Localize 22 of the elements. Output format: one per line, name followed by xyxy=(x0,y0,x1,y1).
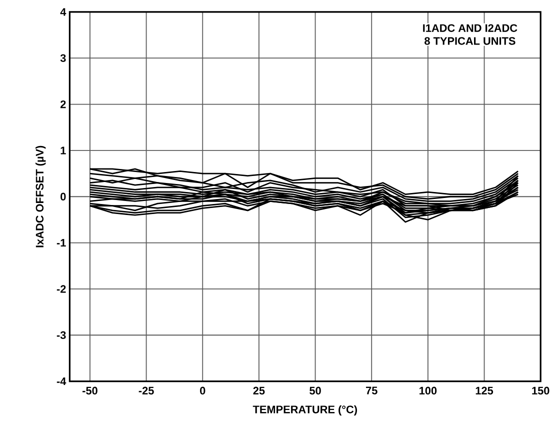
x-tick-label: 125 xyxy=(476,386,494,394)
y-tick-label: 3 xyxy=(60,54,66,62)
y-tick-label: 4 xyxy=(60,8,66,16)
x-tick-label: 50 xyxy=(310,386,321,394)
y-tick-label: -2 xyxy=(56,285,66,293)
y-tick-label: -3 xyxy=(56,331,66,339)
x-tick-label: 150 xyxy=(532,386,550,394)
y-tick-label: -1 xyxy=(56,239,66,247)
x-tick-label: -50 xyxy=(82,386,98,394)
y-tick-label: 0 xyxy=(60,192,66,200)
y-tick-label: 1 xyxy=(60,146,66,154)
x-tick-label: 0 xyxy=(200,386,206,394)
x-tick-label: 75 xyxy=(366,386,378,394)
annotation: I1ADC AND I2ADC xyxy=(423,24,518,32)
x-tick-label: 100 xyxy=(420,386,437,394)
x-axis-title: TEMPERATURE (°C) xyxy=(252,405,357,416)
x-tick-label: -25 xyxy=(138,386,154,394)
x-tick-label: 25 xyxy=(253,386,265,394)
y-tick-label: 2 xyxy=(60,100,66,108)
annotation: 8 TYPICAL UNITS xyxy=(424,37,516,45)
y-axis-title: IxADC OFFSET (µV) xyxy=(36,146,46,248)
y-tick-label: -4 xyxy=(56,378,66,386)
